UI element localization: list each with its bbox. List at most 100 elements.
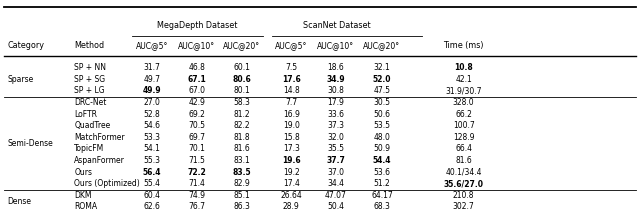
Text: 81.8: 81.8 (233, 133, 250, 142)
Text: 42.1: 42.1 (455, 75, 472, 84)
Text: 27.0: 27.0 (143, 98, 161, 107)
Text: 34.4: 34.4 (328, 179, 344, 188)
Text: 32.1: 32.1 (374, 63, 390, 72)
Text: Time (ms): Time (ms) (444, 41, 484, 50)
Text: 52.8: 52.8 (143, 110, 161, 119)
Text: 10.8: 10.8 (454, 63, 473, 72)
Text: 31.9/30.7: 31.9/30.7 (445, 87, 482, 95)
Text: 15.8: 15.8 (283, 133, 300, 142)
Text: 67.1: 67.1 (188, 75, 206, 84)
Text: SP + SG: SP + SG (74, 75, 105, 84)
Text: SP + NN: SP + NN (74, 63, 106, 72)
Text: 19.2: 19.2 (283, 168, 300, 177)
Text: 35.5: 35.5 (328, 145, 344, 153)
Text: Category: Category (7, 41, 44, 50)
Text: AUC@5°: AUC@5° (136, 41, 168, 50)
Text: 32.0: 32.0 (328, 133, 344, 142)
Text: 80.6: 80.6 (232, 75, 251, 84)
Text: 69.7: 69.7 (188, 133, 205, 142)
Text: Method: Method (74, 41, 104, 50)
Text: 19.6: 19.6 (282, 156, 301, 165)
Text: 40.1/34.4: 40.1/34.4 (445, 168, 482, 177)
Text: 14.8: 14.8 (283, 87, 300, 95)
Text: 54.6: 54.6 (143, 121, 161, 130)
Text: 17.9: 17.9 (328, 98, 344, 107)
Text: 210.8: 210.8 (453, 191, 474, 200)
Text: 53.3: 53.3 (143, 133, 161, 142)
Text: 81.6: 81.6 (233, 145, 250, 153)
Text: Semi-Dense: Semi-Dense (7, 139, 53, 148)
Text: 47.5: 47.5 (374, 87, 390, 95)
Text: 55.3: 55.3 (143, 156, 161, 165)
Text: 53.5: 53.5 (374, 121, 390, 130)
Text: 30.8: 30.8 (328, 87, 344, 95)
Text: 53.6: 53.6 (374, 168, 390, 177)
Text: 328.0: 328.0 (453, 98, 474, 107)
Text: 83.1: 83.1 (233, 156, 250, 165)
Text: 34.9: 34.9 (326, 75, 345, 84)
Text: 50.9: 50.9 (374, 145, 390, 153)
Text: 81.2: 81.2 (233, 110, 250, 119)
Text: SP + LG: SP + LG (74, 87, 105, 95)
Text: 26.64: 26.64 (280, 191, 302, 200)
Text: TopicFM: TopicFM (74, 145, 104, 153)
Text: 55.4: 55.4 (143, 179, 161, 188)
Text: 51.2: 51.2 (374, 179, 390, 188)
Text: 128.9: 128.9 (453, 133, 474, 142)
Text: 31.7: 31.7 (143, 63, 161, 72)
Text: 82.2: 82.2 (233, 121, 250, 130)
Text: 18.6: 18.6 (328, 63, 344, 72)
Text: 7.5: 7.5 (285, 63, 298, 72)
Text: 58.3: 58.3 (233, 98, 250, 107)
Text: AUC@10°: AUC@10° (178, 41, 215, 50)
Text: 66.4: 66.4 (455, 145, 472, 153)
Text: LoFTR: LoFTR (74, 110, 97, 119)
Text: DKM: DKM (74, 191, 92, 200)
Text: 83.5: 83.5 (232, 168, 251, 177)
Text: 37.0: 37.0 (328, 168, 344, 177)
Text: 42.9: 42.9 (188, 98, 205, 107)
Text: 302.7: 302.7 (453, 203, 475, 211)
Text: 52.0: 52.0 (372, 75, 391, 84)
Text: 37.3: 37.3 (328, 121, 344, 130)
Text: 28.9: 28.9 (283, 203, 300, 211)
Text: Dense: Dense (7, 197, 31, 206)
Text: 68.3: 68.3 (374, 203, 390, 211)
Text: 19.0: 19.0 (283, 121, 300, 130)
Text: 80.1: 80.1 (233, 87, 250, 95)
Text: MatchFormer: MatchFormer (74, 133, 125, 142)
Text: 16.9: 16.9 (283, 110, 300, 119)
Text: Ours: Ours (74, 168, 92, 177)
Text: 82.9: 82.9 (233, 179, 250, 188)
Text: AUC@10°: AUC@10° (317, 41, 355, 50)
Text: 86.3: 86.3 (233, 203, 250, 211)
Text: 37.7: 37.7 (326, 156, 346, 165)
Text: 50.4: 50.4 (328, 203, 344, 211)
Text: 30.5: 30.5 (374, 98, 390, 107)
Text: 7.7: 7.7 (285, 98, 298, 107)
Text: MegaDepth Dataset: MegaDepth Dataset (157, 21, 237, 30)
Text: ROMA: ROMA (74, 203, 97, 211)
Text: 49.7: 49.7 (143, 75, 161, 84)
Text: 67.0: 67.0 (188, 87, 205, 95)
Text: AspanFormer: AspanFormer (74, 156, 125, 165)
Text: 66.2: 66.2 (455, 110, 472, 119)
Text: 54.1: 54.1 (143, 145, 161, 153)
Text: ScanNet Dataset: ScanNet Dataset (303, 21, 371, 30)
Text: 74.9: 74.9 (188, 191, 205, 200)
Text: DRC-Net: DRC-Net (74, 98, 106, 107)
Text: 35.6/27.0: 35.6/27.0 (444, 179, 484, 188)
Text: 50.6: 50.6 (374, 110, 390, 119)
Text: 76.7: 76.7 (188, 203, 205, 211)
Text: 46.8: 46.8 (188, 63, 205, 72)
Text: 48.0: 48.0 (374, 133, 390, 142)
Text: 60.1: 60.1 (233, 63, 250, 72)
Text: 81.6: 81.6 (455, 156, 472, 165)
Text: AUC@5°: AUC@5° (275, 41, 307, 50)
Text: 100.7: 100.7 (453, 121, 475, 130)
Text: 47.07: 47.07 (325, 191, 347, 200)
Text: 62.6: 62.6 (143, 203, 161, 211)
Text: 64.17: 64.17 (371, 191, 393, 200)
Text: 70.5: 70.5 (188, 121, 205, 130)
Text: 71.5: 71.5 (188, 156, 205, 165)
